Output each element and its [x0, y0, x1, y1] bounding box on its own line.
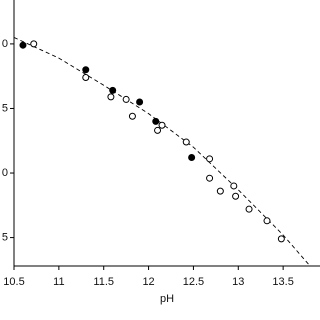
y-tick-label: 5 [2, 102, 8, 114]
point [158, 121, 166, 129]
point [277, 235, 285, 243]
y-tick-label: 5 [2, 231, 8, 243]
point [82, 73, 90, 81]
point [206, 155, 214, 163]
point [82, 66, 90, 74]
y-tick-label: 0 [2, 38, 8, 50]
point [230, 182, 238, 190]
x-tick-label: 11 [53, 276, 64, 288]
y-tick-label: 0 [2, 167, 8, 179]
x-tick-label: 12.5 [183, 276, 204, 288]
point [216, 187, 224, 195]
x-tick-label: 10.5 [3, 276, 24, 288]
point [107, 93, 115, 101]
x-tick-label: 11.5 [93, 276, 114, 288]
point [245, 205, 253, 213]
point [136, 98, 144, 106]
point [128, 112, 136, 120]
x-tick-label: 13.5 [272, 276, 293, 288]
x-tick-label: 12 [142, 276, 154, 288]
point [206, 174, 214, 182]
point [19, 41, 27, 49]
point [30, 40, 38, 48]
x-axis-label: pH [160, 293, 174, 305]
point [152, 117, 160, 125]
point [182, 138, 190, 146]
point [263, 217, 271, 225]
fit-line [13, 37, 311, 267]
point [122, 95, 130, 103]
point [109, 86, 117, 94]
point [154, 126, 162, 134]
point [188, 154, 196, 162]
x-tick-label: 13 [232, 276, 244, 288]
point [232, 192, 240, 200]
